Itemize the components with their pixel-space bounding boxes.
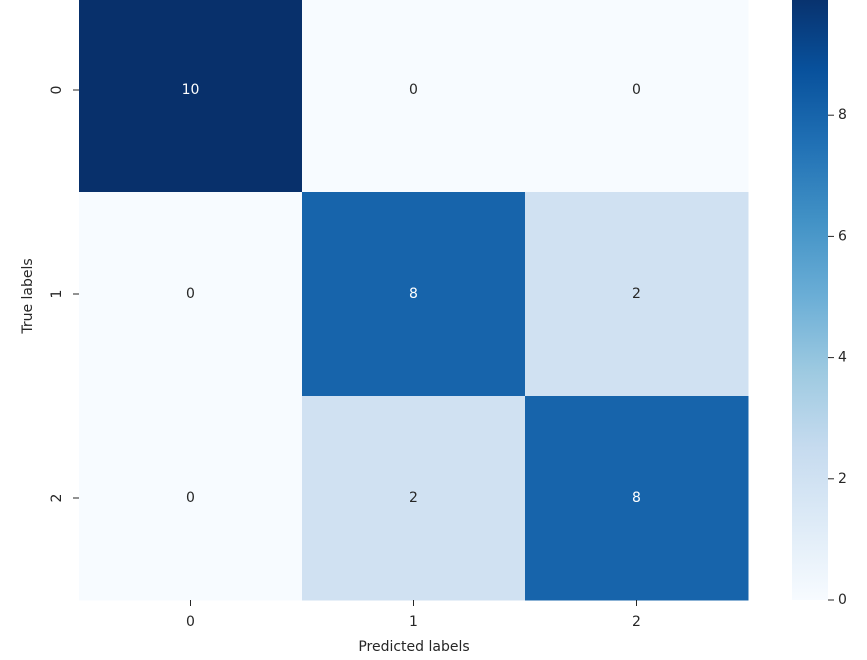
heatmap-cell bbox=[302, 0, 526, 193]
x-tick-label: 0 bbox=[186, 614, 195, 630]
heatmap-cell bbox=[302, 396, 526, 601]
colorbar-tick-label: 2 bbox=[838, 471, 847, 487]
cell-label: 0 bbox=[186, 286, 195, 302]
y-axis-label: True labels bbox=[20, 258, 36, 334]
y-tick-label: 0 bbox=[49, 86, 65, 95]
x-tick-label: 1 bbox=[409, 614, 418, 630]
x-axis-label: Predicted labels bbox=[358, 639, 469, 655]
cell-label: 0 bbox=[632, 82, 641, 98]
cell-label: 8 bbox=[632, 490, 641, 506]
colorbar bbox=[792, 0, 828, 600]
colorbar-tick-label: 4 bbox=[838, 350, 847, 366]
cell-label: 8 bbox=[409, 286, 418, 302]
heatmap-cell bbox=[302, 192, 526, 397]
cell-label: 0 bbox=[186, 490, 195, 506]
cell-label: 10 bbox=[182, 82, 200, 98]
colorbar-tick-label: 6 bbox=[838, 228, 847, 244]
cell-label: 0 bbox=[409, 82, 418, 98]
heatmap-cell bbox=[525, 396, 749, 601]
x-tick-label: 2 bbox=[632, 614, 641, 630]
heatmap-cell bbox=[525, 192, 749, 397]
y-tick-label: 2 bbox=[49, 494, 65, 503]
heatmap-cell bbox=[79, 0, 303, 193]
colorbar-tick-label: 8 bbox=[838, 107, 847, 123]
cell-label: 2 bbox=[632, 286, 641, 302]
y-tick-label: 1 bbox=[49, 290, 65, 299]
heatmap-cell bbox=[525, 0, 749, 193]
colorbar-tick-label: 0 bbox=[838, 592, 847, 608]
heatmap-cell bbox=[79, 192, 303, 397]
heatmap-cell bbox=[79, 396, 303, 601]
cell-label: 2 bbox=[409, 490, 418, 506]
